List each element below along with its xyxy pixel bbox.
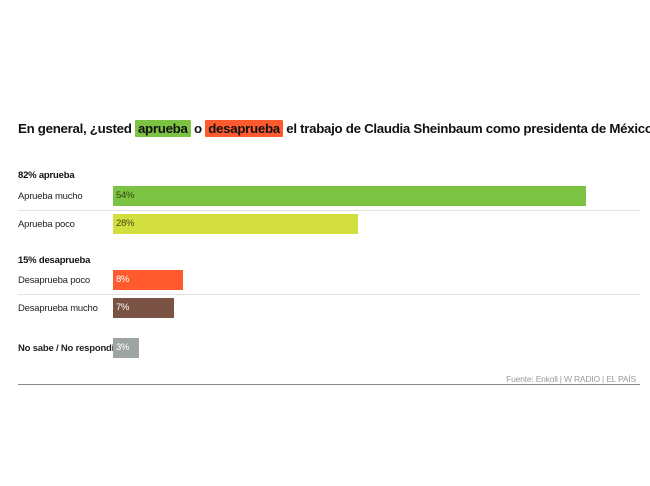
bar-value-no-sabe: 3% xyxy=(116,342,130,353)
bar-aprueba-mucho: 54% xyxy=(113,186,587,206)
row-label-desaprueba-mucho: Desaprueba mucho xyxy=(18,303,98,314)
source-note: Fuente: Enkoll | W RADIO | EL PAÍS xyxy=(506,374,636,384)
title-highlight-desaprueba: desaprueba xyxy=(205,120,283,137)
row-label-aprueba-poco: Aprueba poco xyxy=(18,219,75,230)
bar-aprueba-poco: 28% xyxy=(113,214,359,234)
bar-desaprueba-poco: 8% xyxy=(113,270,184,290)
row-label-desaprueba-poco: Desaprueba poco xyxy=(18,275,90,286)
bar-value-desaprueba-poco: 8% xyxy=(116,274,130,285)
title-part-5: el trabajo de Claudia Sheinbaum como pre… xyxy=(282,121,650,136)
bar-value-aprueba-poco: 28% xyxy=(116,218,135,229)
group-label-aprueba: 82% aprueba xyxy=(18,170,75,181)
bar-no-sabe: 3% xyxy=(113,338,140,358)
title-part-1: En general, ¿usted xyxy=(18,121,135,136)
bar-desaprueba-mucho: 7% xyxy=(113,298,175,318)
bottom-rule xyxy=(18,384,640,385)
bar-value-desaprueba-mucho: 7% xyxy=(116,302,130,313)
group-label-desaprueba: 15% desaprueba xyxy=(18,255,91,266)
title-highlight-aprueba: aprueba xyxy=(134,120,191,137)
row-separator xyxy=(18,294,640,295)
row-separator xyxy=(18,210,640,211)
bar-value-aprueba-mucho: 54% xyxy=(116,190,135,201)
row-label-aprueba-mucho: Aprueba mucho xyxy=(18,191,83,202)
row-label-no-sabe: No sabe / No respondió xyxy=(18,343,120,354)
chart-title: En general, ¿usted aprueba o desaprueba … xyxy=(18,120,650,137)
title-part-3: o xyxy=(190,121,206,136)
